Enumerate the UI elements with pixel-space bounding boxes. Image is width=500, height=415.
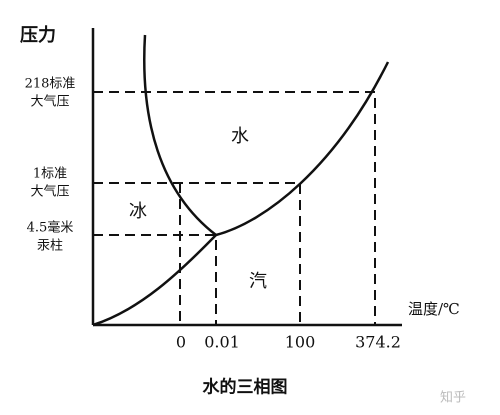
x-label: 0.01: [204, 333, 240, 352]
y-level-label: 大气压: [30, 94, 69, 110]
y-axis-label: 压力: [20, 25, 56, 46]
region-label: 水: [231, 126, 249, 147]
y-level-label: 4.5毫米: [27, 220, 74, 236]
y-level-label: 218标准: [25, 77, 76, 92]
region-label: 汽: [249, 271, 267, 292]
watermark: 知乎: [440, 390, 466, 406]
dashed-guide: [93, 91, 376, 325]
dashed-guide: [93, 234, 217, 325]
x-label: 374.2: [355, 333, 401, 352]
sublimation-curve: [92, 234, 217, 327]
x-axis-label: 温度/℃: [408, 300, 460, 318]
region-label: 冰: [129, 201, 147, 222]
vaporization-curve: [215, 61, 390, 237]
y-level-label: 1标准: [33, 167, 67, 182]
melting-curve: [143, 34, 217, 236]
x-label: 100: [285, 333, 316, 352]
dashed-guide: [93, 182, 301, 325]
y-level-label: 汞柱: [37, 239, 63, 254]
x-label: 0: [176, 333, 186, 352]
y-level-label: 大气压: [30, 184, 69, 200]
caption: 水的三相图: [203, 377, 288, 398]
